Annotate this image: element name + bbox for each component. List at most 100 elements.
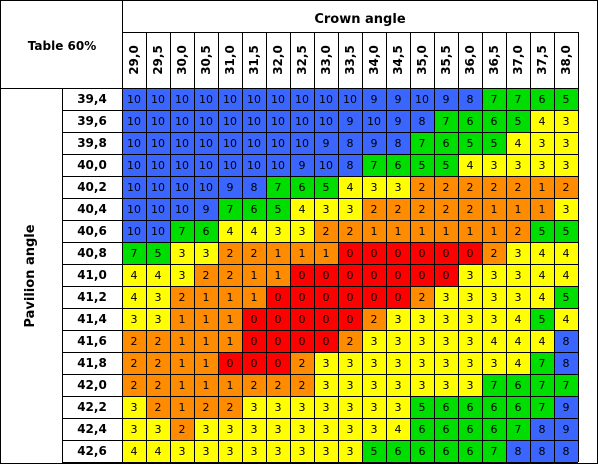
heatmap-cell [314,330,338,352]
heatmap-cell [530,440,554,462]
cell-value-label: 3 [419,335,426,348]
cell-value-label: 1 [251,269,258,282]
y-tick-label: 41,6 [77,334,107,348]
heatmap-cell [554,308,578,330]
heatmap-cell [506,198,530,220]
cell-value-label: 3 [299,401,306,414]
heatmap-cell [314,352,338,374]
cell-value-label: 2 [419,291,426,304]
cell-value-label: 7 [539,401,546,414]
heatmap-cell [122,374,146,396]
heatmap-cell [122,198,146,220]
cell-value-label: 3 [467,357,474,370]
cell-value-label: 2 [443,181,450,194]
cell-value-label: 3 [371,181,378,194]
cell-value-label: 3 [467,379,474,392]
cell-value-label: 2 [491,247,498,260]
cell-value-label: 3 [323,423,330,436]
cell-value-label: 3 [395,379,402,392]
heatmap-cell [530,132,554,154]
cell-value-label: 4 [539,115,546,128]
x-tick-label: 38,0 [559,45,573,75]
heatmap-cell [554,440,578,462]
y-tick-label: 41,0 [77,268,107,282]
cell-value-label: 9 [563,423,570,436]
heatmap-cell [194,154,218,176]
heatmap-cell [410,220,434,242]
cell-value-label: 10 [175,115,189,128]
heatmap-cell [530,374,554,396]
cell-value-label: 4 [515,137,522,150]
cell-value-label: 7 [491,445,498,458]
cell-value-label: 3 [515,291,522,304]
heatmap-cell [386,264,410,286]
cell-value-label: 0 [299,335,306,348]
heatmap-cell [194,374,218,396]
cell-value-label: 3 [395,401,402,414]
x-tick-label: 30,0 [175,45,189,75]
x-tick-label: 29,5 [151,45,165,75]
heatmap-cell [194,396,218,418]
cell-value-label: 0 [371,247,378,260]
heatmap-cell [530,308,554,330]
heatmap-cell [146,330,170,352]
heatmap-cell [266,374,290,396]
heatmap-cell [506,264,530,286]
heatmap-cell [146,374,170,396]
heatmap-cell [554,198,578,220]
heatmap-cell [386,308,410,330]
x-tick-label: 30,5 [199,45,213,75]
cell-value-label: 2 [251,247,258,260]
heatmap-cell [458,132,482,154]
cell-value-label: 1 [227,379,234,392]
heatmap-cell [434,374,458,396]
cell-value-label: 3 [539,137,546,150]
heatmap-cell [506,176,530,198]
heatmap-cell [218,308,242,330]
cell-value-label: 3 [467,335,474,348]
heatmap-cell [458,418,482,440]
cell-value-label: 10 [127,93,141,106]
cell-value-label: 6 [419,423,426,436]
cell-value-label: 3 [347,203,354,216]
heatmap-cell [338,110,362,132]
heatmap-cell [122,132,146,154]
heatmap-cell [434,396,458,418]
cell-value-label: 3 [275,445,282,458]
cell-value-label: 0 [299,313,306,326]
heatmap-cell [122,242,146,264]
cell-value-label: 9 [299,159,306,172]
cell-value-label: 3 [419,357,426,370]
heatmap-cell [290,286,314,308]
heatmap-cell [170,176,194,198]
y-tick-label: 41,8 [77,356,107,370]
cell-value-label: 0 [323,313,330,326]
heatmap-cell [386,330,410,352]
cell-value-label: 10 [247,93,261,106]
heatmap-cell [314,286,338,308]
heatmap-cell [290,110,314,132]
heatmap-cell [458,154,482,176]
heatmap-cell [146,440,170,462]
heatmap-cell [434,198,458,220]
cell-value-label: 2 [491,181,498,194]
heatmap-cell [218,264,242,286]
heatmap-cell [554,110,578,132]
cell-value-label: 0 [299,291,306,304]
heatmap-cell [170,132,194,154]
heatmap-cell [194,88,218,110]
cell-value-label: 6 [443,401,450,414]
heatmap-cell [482,176,506,198]
cell-value-label: 3 [539,159,546,172]
heatmap-cell [146,242,170,264]
cell-value-label: 10 [415,93,429,106]
cell-value-label: 4 [563,247,570,260]
cell-value-label: 3 [299,423,306,436]
cell-value-label: 2 [227,247,234,260]
heatmap-cell [410,418,434,440]
cell-value-label: 2 [467,181,474,194]
heatmap-cell [290,176,314,198]
cell-value-label: 7 [443,115,450,128]
y-tick-label: 42,4 [77,422,107,436]
cell-value-label: 3 [467,291,474,304]
